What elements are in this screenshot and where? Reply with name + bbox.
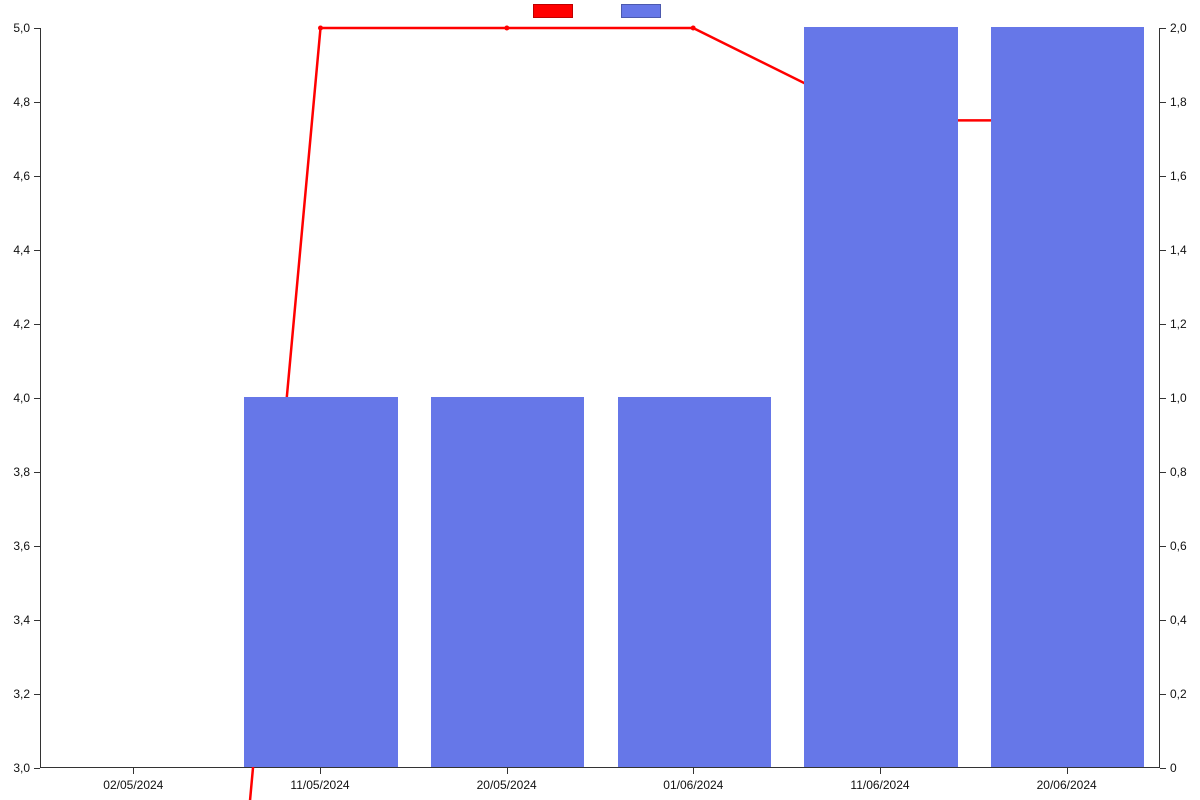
- y-right-label: 1,2: [1170, 317, 1187, 331]
- y-left-tick: [34, 620, 40, 621]
- y-left-tick: [34, 102, 40, 103]
- y-right-tick: [1160, 694, 1166, 695]
- x-tick: [320, 768, 321, 774]
- y-left-tick: [34, 546, 40, 547]
- y-right-label: 0,2: [1170, 687, 1187, 701]
- y-right-label: 1,4: [1170, 243, 1187, 257]
- y-left-tick: [34, 768, 40, 769]
- line-marker: [318, 26, 323, 31]
- y-left-label: 4,2: [13, 317, 30, 331]
- y-left-tick: [34, 324, 40, 325]
- y-left-label: 3,8: [13, 465, 30, 479]
- y-right-tick: [1160, 28, 1166, 29]
- y-right-tick: [1160, 102, 1166, 103]
- x-label: 01/06/2024: [663, 778, 723, 792]
- x-tick: [1067, 768, 1068, 774]
- y-left-label: 3,0: [13, 761, 30, 775]
- y-right-tick: [1160, 324, 1166, 325]
- legend-swatch-line: [533, 4, 573, 18]
- y-right-tick: [1160, 176, 1166, 177]
- legend-swatch-bar: [621, 4, 661, 18]
- y-left-tick: [34, 694, 40, 695]
- y-left-label: 3,6: [13, 539, 30, 553]
- legend: [0, 4, 1200, 18]
- combo-chart: 3,0 3,2 3,4 3,6 3,8 4,0 4,2 4,4 4,6 4,8 5,0 0 0,2 0,4…: [0, 0, 1200, 800]
- x-label: 02/05/2024: [103, 778, 163, 792]
- legend-item-line: [533, 4, 579, 18]
- y-right-label: 0,6: [1170, 539, 1187, 553]
- y-right-label: 1,0: [1170, 391, 1187, 405]
- bar: [431, 397, 584, 767]
- y-left-tick: [34, 250, 40, 251]
- bar: [244, 397, 397, 767]
- y-right-label: 1,8: [1170, 95, 1187, 109]
- bar: [618, 397, 771, 767]
- y-right-label: 2,0: [1170, 21, 1187, 35]
- y-left-label: 3,2: [13, 687, 30, 701]
- y-right-tick: [1160, 398, 1166, 399]
- y-left-label: 5,0: [13, 21, 30, 35]
- x-tick: [507, 768, 508, 774]
- y-right-tick: [1160, 620, 1166, 621]
- x-tick: [693, 768, 694, 774]
- y-right-label: 0,8: [1170, 465, 1187, 479]
- y-left-tick: [34, 28, 40, 29]
- line-marker: [504, 26, 509, 31]
- x-label: 20/06/2024: [1037, 778, 1097, 792]
- y-left-label: 3,4: [13, 613, 30, 627]
- y-right-label: 0: [1170, 761, 1177, 775]
- y-right-tick: [1160, 472, 1166, 473]
- legend-item-bar: [621, 4, 667, 18]
- y-right-label: 0,4: [1170, 613, 1187, 627]
- y-left-label: 4,6: [13, 169, 30, 183]
- x-label: 20/05/2024: [477, 778, 537, 792]
- x-label: 11/05/2024: [290, 778, 349, 792]
- y-left-label: 4,8: [13, 95, 30, 109]
- bar: [991, 27, 1144, 767]
- y-left-label: 4,0: [13, 391, 30, 405]
- x-label: 11/06/2024: [850, 778, 909, 792]
- y-right-tick: [1160, 546, 1166, 547]
- plot-area: [40, 28, 1160, 768]
- y-right-tick: [1160, 250, 1166, 251]
- y-left-label: 4,4: [13, 243, 30, 257]
- line-marker: [691, 26, 696, 31]
- y-right-tick: [1160, 768, 1166, 769]
- y-right-label: 1,6: [1170, 169, 1187, 183]
- bar: [804, 27, 957, 767]
- y-left-tick: [34, 472, 40, 473]
- x-tick: [880, 768, 881, 774]
- y-left-tick: [34, 176, 40, 177]
- y-left-tick: [34, 398, 40, 399]
- x-tick: [133, 768, 134, 774]
